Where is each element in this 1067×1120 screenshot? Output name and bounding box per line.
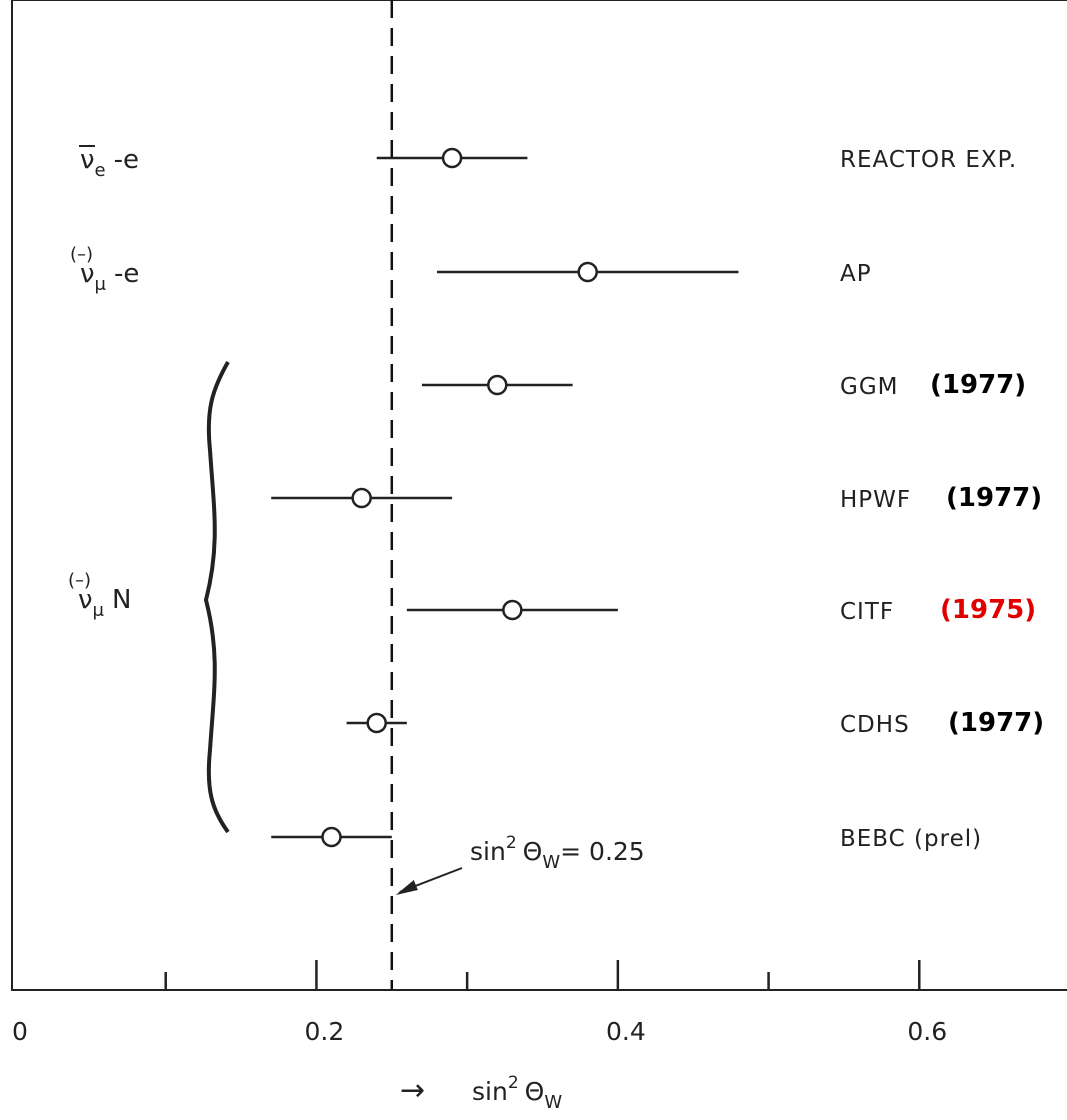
process-labels: νe -e(–)νμ -e(–)νμ N — [68, 145, 139, 621]
year-label: (1977) — [930, 370, 1026, 400]
data-points — [271, 147, 739, 848]
year-label: (1975) — [940, 595, 1036, 625]
experiment-label: CDHS — [840, 712, 910, 738]
process-label: νe -e — [79, 145, 139, 181]
reference-label: sin2 ΘW= 0.25 — [470, 833, 645, 873]
data-point — [441, 147, 463, 169]
x-axis-title: → sin2 ΘW — [400, 1073, 562, 1113]
experiment-labels: REACTOR EXP. AP GGM (1977) HPWF (1977) CITF (19… — [840, 147, 1044, 852]
data-point — [321, 826, 342, 848]
data-point — [487, 374, 508, 396]
process-text: νμ N — [78, 585, 131, 621]
data-point — [577, 261, 598, 283]
x-tick-label: 0.2 — [305, 1017, 345, 1046]
data-point — [366, 712, 387, 734]
reference-annotation: sin2 ΘW= 0.25 — [395, 833, 645, 895]
reference-arrow-head — [395, 880, 418, 895]
x-axis-arrow: → — [400, 1073, 425, 1108]
data-point — [502, 599, 523, 621]
process-paren-bar: (–) — [70, 244, 93, 265]
experiment-label: AP — [840, 261, 872, 287]
experiment-label: REACTOR EXP. — [840, 147, 1017, 173]
x-axis-ticks — [164, 960, 921, 990]
process-label: (–)νμ N — [68, 570, 131, 621]
process-label: (–)νμ -e — [70, 244, 139, 295]
x-tick-label: 0 — [12, 1017, 28, 1046]
x-axis-label: sin2 ΘW — [472, 1073, 562, 1113]
process-text: νe -e — [80, 145, 139, 181]
experiment-label: GGM — [840, 374, 899, 400]
data-point — [351, 487, 372, 509]
process-paren-bar: (–) — [68, 570, 91, 591]
experiment-label: HPWF — [840, 487, 911, 513]
nucleon-brace — [203, 361, 230, 834]
experiment-label: CITF — [840, 599, 894, 625]
year-label: (1977) — [948, 708, 1044, 738]
year-label: (1977) — [946, 483, 1042, 513]
x-tick-label: 0.4 — [606, 1017, 646, 1046]
experiment-label: BEBC (prel) — [840, 826, 982, 852]
plot-frame — [11, 0, 1067, 991]
process-text: νμ -e — [80, 259, 139, 295]
x-tick-label: 0.6 — [907, 1017, 947, 1046]
x-axis-tick-labels: 0 0.2 0.4 0.6 — [12, 1017, 947, 1046]
